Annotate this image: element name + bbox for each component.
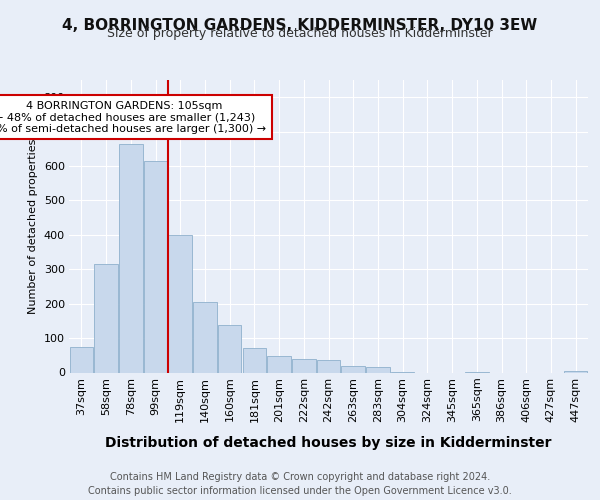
Text: Contains HM Land Registry data © Crown copyright and database right 2024.: Contains HM Land Registry data © Crown c… — [110, 472, 490, 482]
Bar — [193, 302, 217, 372]
Bar — [218, 326, 241, 372]
Text: 4 BORRINGTON GARDENS: 105sqm
← 48% of detached houses are smaller (1,243)
51% of: 4 BORRINGTON GARDENS: 105sqm ← 48% of de… — [0, 100, 266, 134]
Text: Size of property relative to detached houses in Kidderminster: Size of property relative to detached ho… — [107, 28, 493, 40]
Bar — [242, 348, 266, 372]
Bar — [366, 368, 389, 372]
Bar — [144, 161, 167, 372]
Bar — [341, 366, 365, 372]
Bar — [169, 235, 192, 372]
Bar — [119, 144, 143, 372]
Y-axis label: Number of detached properties: Number of detached properties — [28, 138, 38, 314]
Bar — [268, 356, 291, 372]
Bar — [317, 360, 340, 372]
Bar — [292, 360, 316, 372]
Bar — [70, 346, 93, 372]
X-axis label: Distribution of detached houses by size in Kidderminster: Distribution of detached houses by size … — [105, 436, 552, 450]
Text: Contains public sector information licensed under the Open Government Licence v3: Contains public sector information licen… — [88, 486, 512, 496]
Text: 4, BORRINGTON GARDENS, KIDDERMINSTER, DY10 3EW: 4, BORRINGTON GARDENS, KIDDERMINSTER, DY… — [62, 18, 538, 32]
Bar — [94, 264, 118, 372]
